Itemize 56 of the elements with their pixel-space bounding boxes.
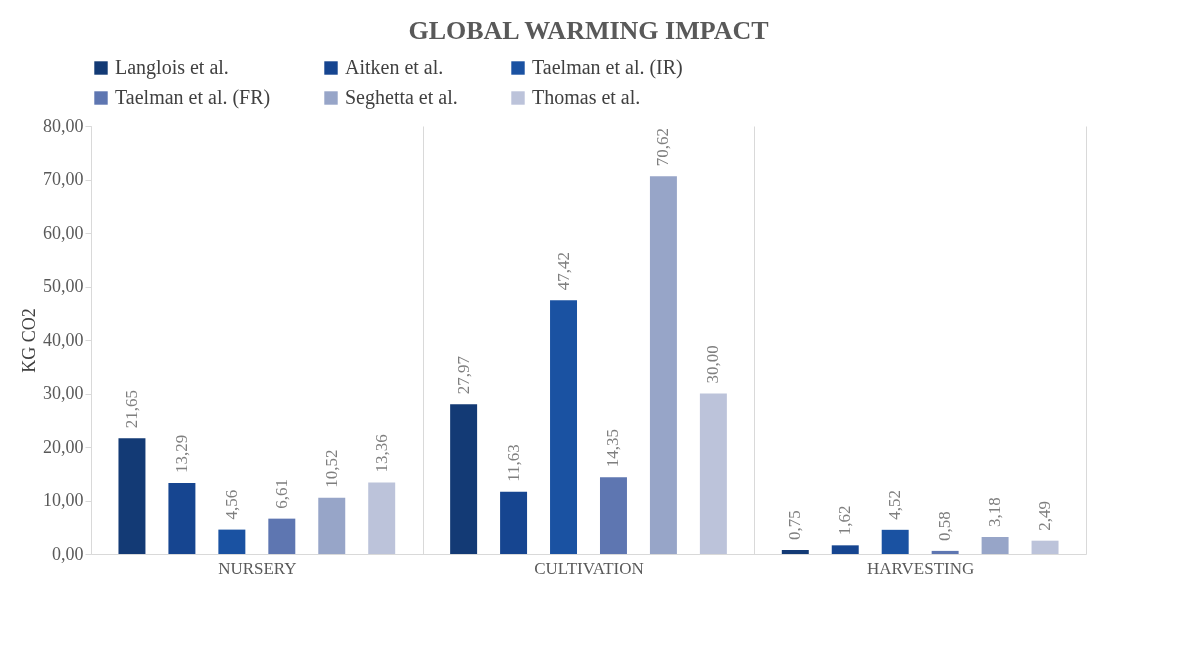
x-tick-label: NURSERY: [218, 558, 297, 578]
y-tick-label: 0,00: [52, 543, 84, 564]
legend-label: Thomas et al.: [532, 86, 641, 108]
y-tick-label: 60,00: [43, 222, 84, 243]
data-label: 70,62: [653, 127, 673, 167]
data-label: 14,35: [603, 428, 623, 468]
y-tick-label: 70,00: [43, 169, 84, 189]
bar: [218, 529, 246, 554]
x-tick-label: CULTIVATION: [534, 558, 644, 578]
bar: [268, 518, 296, 554]
data-label: 27,97: [453, 355, 473, 395]
legend-label: Taelman et al. (FR): [115, 86, 271, 109]
bar: [931, 550, 959, 554]
bar: [118, 438, 146, 554]
chart-title: GLOBAL WARMING IMPACT: [408, 16, 769, 45]
y-axis-title: KG CO2: [19, 308, 39, 373]
bar: [831, 545, 859, 554]
data-label: 10,52: [321, 449, 341, 488]
data-label: 0,75: [785, 510, 805, 540]
bar: [981, 536, 1009, 554]
y-tick-label: 80,00: [43, 115, 84, 136]
bar: [781, 549, 809, 554]
data-label: 30,00: [703, 345, 723, 384]
bar: [699, 393, 727, 554]
bar: [599, 477, 627, 554]
bar: [500, 491, 528, 554]
y-tick-label: 20,00: [43, 436, 84, 457]
bar: [649, 176, 677, 554]
data-label: 4,56: [221, 489, 241, 520]
y-tick-label: 10,00: [43, 490, 84, 510]
bar: [368, 482, 396, 554]
data-label: 3,18: [985, 497, 1005, 527]
legend-label: Seghetta et al.: [345, 86, 458, 109]
data-label: 11,63: [503, 444, 523, 482]
data-label: 1,62: [835, 505, 855, 536]
data-label: 21,65: [121, 389, 141, 429]
x-tick-label: HARVESTING: [867, 558, 975, 578]
data-label: 4,52: [885, 490, 905, 520]
legend-label: Langlois et al.: [115, 56, 229, 79]
data-label: 13,29: [171, 434, 191, 473]
bar: [168, 482, 196, 554]
y-tick-label: 30,00: [43, 383, 84, 403]
data-label: 6,61: [271, 478, 291, 509]
data-label: 47,42: [553, 252, 573, 291]
bar: [318, 497, 346, 554]
legend-label: Taelman et al. (IR): [532, 56, 683, 79]
legend-label: Aitken et al.: [345, 56, 444, 78]
data-label: 2,49: [1035, 500, 1055, 531]
bar: [450, 404, 478, 554]
y-tick-label: 50,00: [43, 276, 84, 296]
bar: [550, 300, 578, 554]
bar: [881, 529, 909, 554]
data-label: 13,36: [371, 434, 391, 473]
bar: [1031, 540, 1059, 554]
data-label: 0,58: [935, 511, 955, 541]
y-tick-label: 40,00: [43, 329, 84, 350]
